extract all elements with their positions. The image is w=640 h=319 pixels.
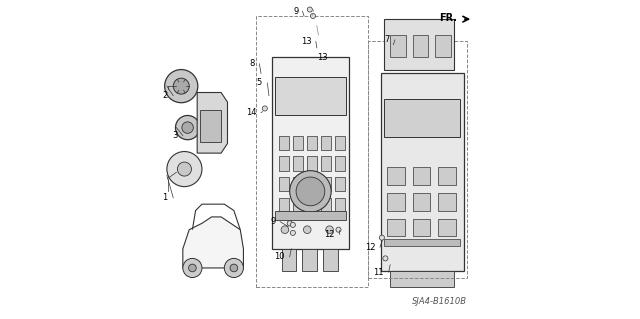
Circle shape <box>383 256 388 261</box>
Bar <box>335 177 345 191</box>
Bar <box>321 177 331 191</box>
Bar <box>321 198 331 212</box>
Bar <box>275 77 346 115</box>
Polygon shape <box>183 217 243 268</box>
Bar <box>307 198 317 212</box>
Text: 3: 3 <box>172 131 178 140</box>
Circle shape <box>326 226 333 234</box>
Circle shape <box>173 78 189 94</box>
Text: 10: 10 <box>274 252 284 261</box>
Bar <box>321 156 331 171</box>
Bar <box>292 177 303 191</box>
Bar <box>384 239 460 246</box>
Bar <box>413 167 430 185</box>
Text: 9: 9 <box>293 7 298 16</box>
Bar <box>413 35 428 57</box>
Circle shape <box>336 227 341 232</box>
Bar <box>438 219 456 236</box>
Circle shape <box>230 264 237 272</box>
Bar <box>435 35 451 57</box>
Bar <box>413 219 430 236</box>
Bar <box>323 249 337 271</box>
Bar <box>278 156 289 171</box>
Text: FR.: FR. <box>439 12 457 23</box>
Text: 12: 12 <box>324 230 335 239</box>
Text: 13: 13 <box>317 53 328 62</box>
Bar <box>384 19 454 70</box>
Bar <box>200 110 221 142</box>
Circle shape <box>183 258 202 278</box>
Circle shape <box>164 70 198 103</box>
Bar <box>278 136 289 150</box>
Circle shape <box>291 222 296 227</box>
Text: 11: 11 <box>373 268 384 277</box>
Circle shape <box>182 122 193 133</box>
Circle shape <box>287 221 292 226</box>
Bar <box>387 219 404 236</box>
Bar <box>278 177 289 191</box>
Circle shape <box>307 7 312 12</box>
Bar <box>292 198 303 212</box>
Text: 5: 5 <box>257 78 262 87</box>
Bar <box>390 271 454 287</box>
Bar <box>282 249 296 271</box>
Circle shape <box>167 152 202 187</box>
Circle shape <box>262 106 268 111</box>
Circle shape <box>189 264 196 272</box>
Bar <box>335 136 345 150</box>
Bar <box>335 156 345 171</box>
Text: 13: 13 <box>301 37 312 46</box>
Text: 12: 12 <box>365 243 376 252</box>
Bar <box>387 167 404 185</box>
Bar <box>321 136 331 150</box>
Bar <box>307 136 317 150</box>
Bar <box>307 156 317 171</box>
Bar <box>275 211 346 220</box>
Bar <box>256 16 368 287</box>
Bar <box>278 198 289 212</box>
Bar <box>303 249 317 271</box>
Bar <box>384 99 460 137</box>
Bar <box>390 35 406 57</box>
Bar <box>438 193 456 211</box>
Bar <box>413 193 430 211</box>
Circle shape <box>177 162 191 176</box>
Bar <box>272 57 349 249</box>
Circle shape <box>224 258 243 278</box>
Bar <box>368 41 467 278</box>
Circle shape <box>296 177 324 206</box>
Circle shape <box>380 235 385 240</box>
Circle shape <box>281 226 289 234</box>
Bar <box>387 193 404 211</box>
Bar <box>307 177 317 191</box>
Bar <box>335 198 345 212</box>
Circle shape <box>291 230 296 235</box>
Text: 7: 7 <box>384 35 389 44</box>
Text: SJA4-B1610B: SJA4-B1610B <box>412 297 467 306</box>
Text: 2: 2 <box>163 91 168 100</box>
Bar <box>381 73 463 271</box>
Polygon shape <box>197 93 227 153</box>
Circle shape <box>303 226 311 234</box>
Circle shape <box>290 171 331 212</box>
Bar <box>438 167 456 185</box>
Text: 8: 8 <box>249 59 255 68</box>
Text: 9: 9 <box>271 217 276 226</box>
Circle shape <box>310 13 316 19</box>
Bar <box>292 156 303 171</box>
Circle shape <box>175 115 200 140</box>
Text: 1: 1 <box>163 193 168 202</box>
Text: 14: 14 <box>246 108 257 117</box>
Bar <box>292 136 303 150</box>
